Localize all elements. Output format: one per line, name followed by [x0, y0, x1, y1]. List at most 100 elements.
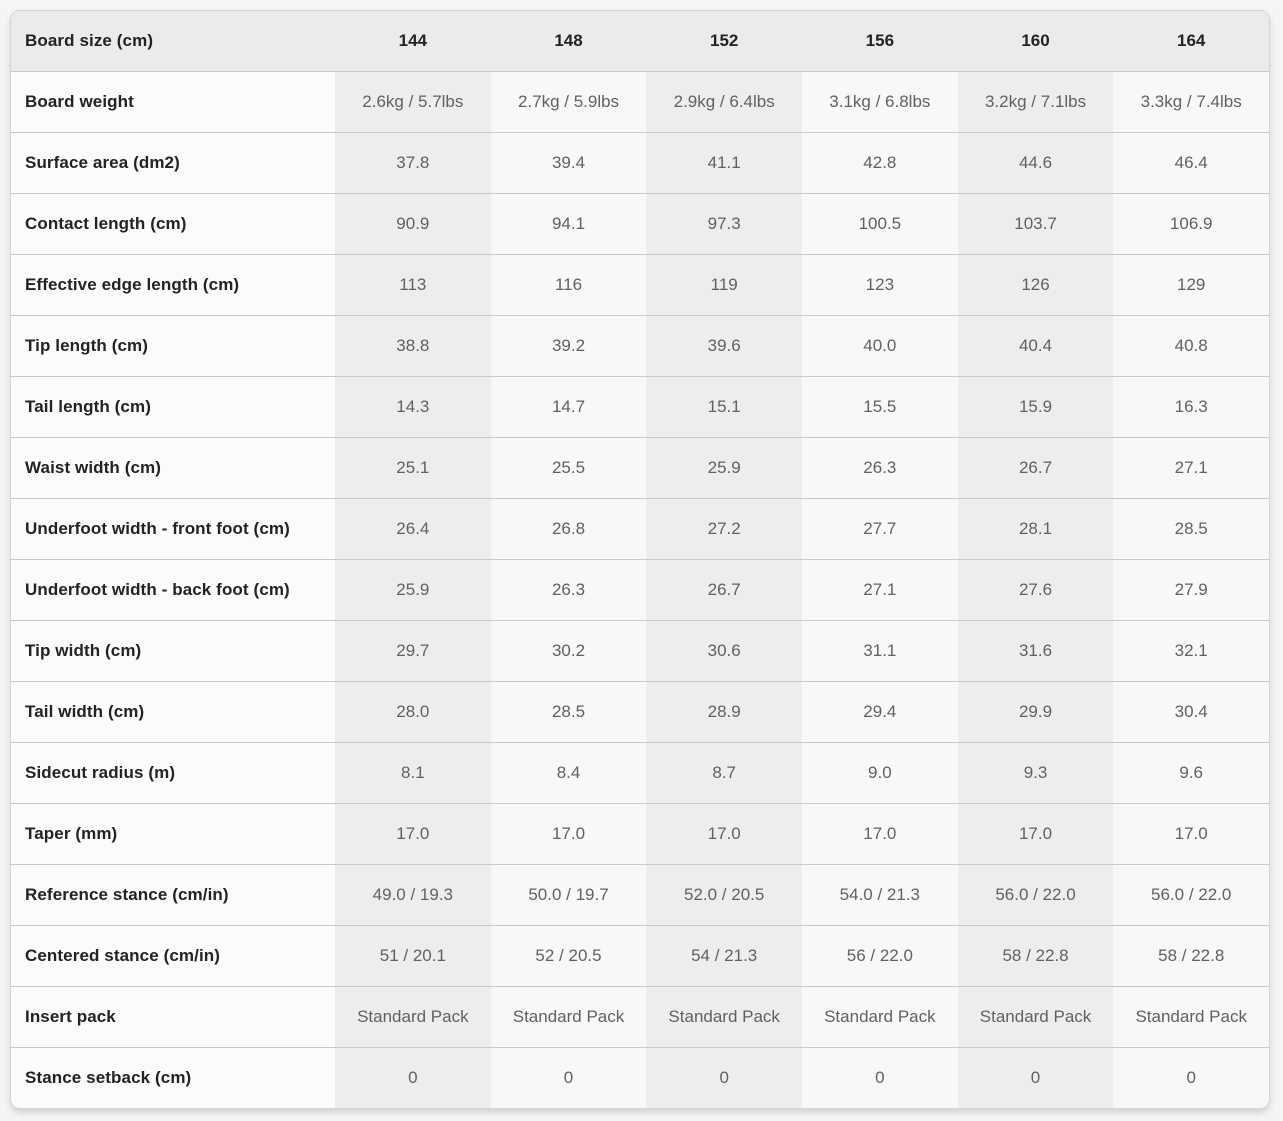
- spec-row: Board weight 2.6kg / 5.7lbs 2.7kg / 5.9l…: [11, 71, 1269, 132]
- spec-value-cell: 56 / 22.0: [802, 926, 958, 986]
- spec-value-cell: 31.1: [802, 621, 958, 681]
- header-size-cell: 156: [802, 11, 958, 71]
- spec-value-cell: 17.0: [646, 804, 803, 864]
- spec-label-cell: Contact length (cm): [11, 194, 335, 254]
- spec-label-cell: Effective edge length (cm): [11, 255, 335, 315]
- spec-value-cell: 26.3: [802, 438, 958, 498]
- spec-value-cell: 27.6: [957, 560, 1114, 620]
- spec-value-cell: 31.6: [957, 621, 1114, 681]
- spec-value-cell: 15.9: [957, 377, 1114, 437]
- spec-value-cell: 39.4: [490, 133, 647, 193]
- spec-value-cell: 30.2: [490, 621, 647, 681]
- spec-value-cell: 16.3: [1113, 377, 1269, 437]
- specs-header-row: Board size (cm) 144 148 152 156 160 164: [11, 11, 1269, 71]
- spec-label-cell: Tail width (cm): [11, 682, 335, 742]
- spec-value-cell: 26.7: [646, 560, 803, 620]
- spec-value-cell: 26.8: [490, 499, 647, 559]
- spec-value-cell: 51 / 20.1: [335, 926, 491, 986]
- spec-value-cell: Standard Pack: [335, 987, 491, 1047]
- spec-value-cell: 2.7kg / 5.9lbs: [490, 72, 647, 132]
- spec-row: Surface area (dm2) 37.8 39.4 41.1 42.8 4…: [11, 132, 1269, 193]
- spec-value-cell: 29.9: [957, 682, 1114, 742]
- spec-label-cell: Waist width (cm): [11, 438, 335, 498]
- spec-value-cell: 46.4: [1113, 133, 1269, 193]
- spec-value-cell: 90.9: [335, 194, 491, 254]
- spec-value-cell: 97.3: [646, 194, 803, 254]
- spec-value-cell: 15.5: [802, 377, 958, 437]
- spec-value-cell: 113: [335, 255, 491, 315]
- spec-value-cell: 8.1: [335, 743, 491, 803]
- spec-value-cell: 28.5: [1113, 499, 1269, 559]
- spec-value-cell: 8.4: [490, 743, 647, 803]
- spec-value-cell: 103.7: [957, 194, 1114, 254]
- spec-value-cell: 27.9: [1113, 560, 1269, 620]
- spec-label-cell: Tip width (cm): [11, 621, 335, 681]
- spec-value-cell: 58 / 22.8: [1113, 926, 1269, 986]
- board-specs-table: Board size (cm) 144 148 152 156 160 164 …: [10, 10, 1270, 1109]
- spec-value-cell: 49.0 / 19.3: [335, 865, 491, 925]
- spec-value-cell: 106.9: [1113, 194, 1269, 254]
- spec-value-cell: 3.3kg / 7.4lbs: [1113, 72, 1269, 132]
- spec-value-cell: 38.8: [335, 316, 491, 376]
- spec-value-cell: 27.2: [646, 499, 803, 559]
- spec-row: Insert pack Standard Pack Standard Pack …: [11, 986, 1269, 1047]
- header-size-cell: 160: [957, 11, 1114, 71]
- spec-value-cell: 30.6: [646, 621, 803, 681]
- spec-value-cell: 2.9kg / 6.4lbs: [646, 72, 803, 132]
- spec-value-cell: 0: [957, 1048, 1114, 1108]
- spec-value-cell: 26.4: [335, 499, 491, 559]
- spec-value-cell: 0: [1113, 1048, 1269, 1108]
- header-board-size-label: Board size (cm): [11, 11, 335, 71]
- spec-row: Waist width (cm) 25.1 25.5 25.9 26.3 26.…: [11, 437, 1269, 498]
- spec-value-cell: 17.0: [1113, 804, 1269, 864]
- spec-value-cell: 56.0 / 22.0: [1113, 865, 1269, 925]
- spec-value-cell: 3.2kg / 7.1lbs: [957, 72, 1114, 132]
- spec-value-cell: Standard Pack: [490, 987, 647, 1047]
- spec-row: Reference stance (cm/in) 49.0 / 19.3 50.…: [11, 864, 1269, 925]
- header-size-cell: 148: [490, 11, 647, 71]
- spec-value-cell: 39.2: [490, 316, 647, 376]
- spec-row: Effective edge length (cm) 113 116 119 1…: [11, 254, 1269, 315]
- spec-label-cell: Sidecut radius (m): [11, 743, 335, 803]
- spec-value-cell: 15.1: [646, 377, 803, 437]
- spec-value-cell: 27.1: [1113, 438, 1269, 498]
- spec-value-cell: 25.5: [490, 438, 647, 498]
- spec-value-cell: 29.4: [802, 682, 958, 742]
- spec-value-cell: 29.7: [335, 621, 491, 681]
- spec-value-cell: 54.0 / 21.3: [802, 865, 958, 925]
- spec-value-cell: 40.8: [1113, 316, 1269, 376]
- spec-value-cell: 9.0: [802, 743, 958, 803]
- spec-label-cell: Tip length (cm): [11, 316, 335, 376]
- spec-value-cell: 52 / 20.5: [490, 926, 647, 986]
- spec-value-cell: 3.1kg / 6.8lbs: [802, 72, 958, 132]
- spec-value-cell: 39.6: [646, 316, 803, 376]
- spec-row: Contact length (cm) 90.9 94.1 97.3 100.5…: [11, 193, 1269, 254]
- spec-row: Sidecut radius (m) 8.1 8.4 8.7 9.0 9.3 9…: [11, 742, 1269, 803]
- spec-value-cell: 14.7: [490, 377, 647, 437]
- spec-value-cell: 54 / 21.3: [646, 926, 803, 986]
- spec-label-cell: Tail length (cm): [11, 377, 335, 437]
- spec-value-cell: 14.3: [335, 377, 491, 437]
- spec-label-cell: Centered stance (cm/in): [11, 926, 335, 986]
- spec-value-cell: 2.6kg / 5.7lbs: [335, 72, 491, 132]
- spec-value-cell: 100.5: [802, 194, 958, 254]
- spec-value-cell: 9.3: [957, 743, 1114, 803]
- spec-value-cell: 17.0: [490, 804, 647, 864]
- spec-value-cell: 37.8: [335, 133, 491, 193]
- spec-row: Taper (mm) 17.0 17.0 17.0 17.0 17.0 17.0: [11, 803, 1269, 864]
- spec-value-cell: 25.1: [335, 438, 491, 498]
- spec-row: Underfoot width - back foot (cm) 25.9 26…: [11, 559, 1269, 620]
- spec-value-cell: 50.0 / 19.7: [490, 865, 647, 925]
- spec-value-cell: 58 / 22.8: [957, 926, 1114, 986]
- spec-label-cell: Insert pack: [11, 987, 335, 1047]
- spec-value-cell: 116: [490, 255, 647, 315]
- spec-row: Stance setback (cm) 0 0 0 0 0 0: [11, 1047, 1269, 1108]
- spec-value-cell: Standard Pack: [802, 987, 958, 1047]
- spec-value-cell: 0: [646, 1048, 803, 1108]
- spec-value-cell: 42.8: [802, 133, 958, 193]
- spec-label-cell: Underfoot width - front foot (cm): [11, 499, 335, 559]
- spec-value-cell: 40.4: [957, 316, 1114, 376]
- spec-value-cell: 56.0 / 22.0: [957, 865, 1114, 925]
- spec-value-cell: 126: [957, 255, 1114, 315]
- spec-value-cell: 0: [802, 1048, 958, 1108]
